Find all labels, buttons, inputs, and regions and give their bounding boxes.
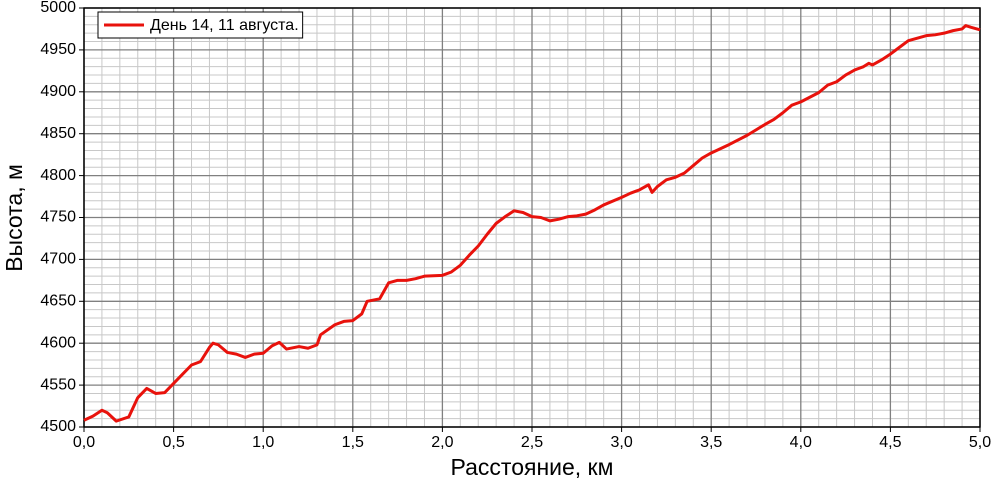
plot-frame bbox=[83, 7, 981, 428]
grid bbox=[83, 7, 981, 428]
y-tick-label: 4500 bbox=[40, 418, 76, 435]
y-tick-label: 5000 bbox=[40, 0, 76, 16]
x-tick-label: 4,0 bbox=[790, 434, 812, 451]
y-tick-label: 4550 bbox=[40, 376, 76, 393]
x-tick-label: 3,0 bbox=[610, 434, 632, 451]
y-tick-label: 4700 bbox=[40, 251, 76, 268]
y-axis-title: Высота, м bbox=[1, 164, 27, 272]
x-tick-label: 0,5 bbox=[162, 434, 184, 451]
x-tick-label: 4,5 bbox=[879, 434, 901, 451]
y-tick-label: 4650 bbox=[40, 293, 76, 310]
x-tick-label: 0,0 bbox=[73, 434, 95, 451]
legend-label: День 14, 11 августа. bbox=[150, 17, 299, 34]
y-tick-label: 4950 bbox=[40, 41, 76, 58]
y-tick-label: 4600 bbox=[40, 334, 76, 351]
x-tick-label: 5,0 bbox=[969, 434, 991, 451]
x-tick-label: 3,5 bbox=[700, 434, 722, 451]
y-tick-label: 4750 bbox=[40, 209, 76, 226]
legend: День 14, 11 августа. bbox=[97, 11, 304, 39]
y-tick-label: 4850 bbox=[40, 125, 76, 142]
x-axis-title: Расстояние, км bbox=[451, 454, 614, 480]
x-tick-label: 2,5 bbox=[521, 434, 543, 451]
x-tick-label: 1,5 bbox=[342, 434, 364, 451]
y-tick-label: 4900 bbox=[40, 83, 76, 100]
y-tick-label: 4800 bbox=[40, 167, 76, 184]
data-line bbox=[83, 24, 981, 423]
x-tick-label: 2,0 bbox=[431, 434, 453, 451]
x-tick-label: 1,0 bbox=[252, 434, 274, 451]
